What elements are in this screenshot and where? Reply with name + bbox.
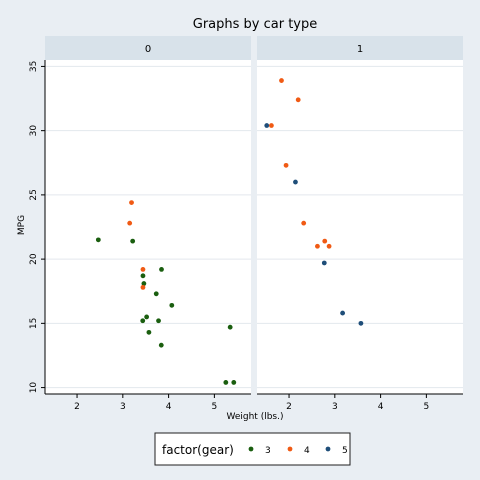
x-tick-label: 5 [424, 402, 430, 412]
legend-label-5: 5 [342, 446, 348, 456]
legend: factor(gear) 3 4 5 [155, 433, 350, 465]
x-tick-label: 2 [286, 402, 292, 412]
y-tick-label: 25 [29, 189, 39, 200]
chart-title: Graphs by car type [193, 17, 318, 32]
panel-strip-label: 0 [145, 44, 151, 55]
y-tick-label: 20 [29, 253, 39, 265]
data-point [269, 123, 274, 128]
y-tick-label: 15 [29, 318, 39, 329]
legend-title: factor(gear) [162, 443, 234, 457]
data-point [315, 244, 320, 249]
legend-marker-5 [326, 447, 331, 452]
x-tick-label: 3 [120, 402, 126, 412]
x-tick-label: 5 [212, 402, 218, 412]
data-point [130, 239, 135, 244]
data-point [141, 285, 146, 290]
x-tick-label: 3 [332, 402, 338, 412]
data-point [279, 78, 284, 83]
data-point [141, 273, 146, 278]
y-axis-label: MPG [17, 215, 27, 235]
x-tick-label: 4 [378, 402, 384, 412]
x-tick-label: 2 [74, 402, 80, 412]
data-point [228, 325, 233, 330]
data-point [293, 180, 298, 185]
data-point [359, 321, 364, 326]
panel-plot-area [257, 60, 463, 394]
data-point [264, 123, 269, 128]
legend-label-3: 3 [265, 446, 271, 456]
data-point [159, 267, 164, 272]
x-tick-label: 4 [166, 402, 172, 412]
legend-label-4: 4 [304, 446, 310, 456]
x-axis: 2 3 4 5 2 3 4 5 [45, 394, 463, 412]
data-point [156, 318, 161, 323]
data-point [301, 221, 306, 226]
data-point [169, 303, 174, 308]
panel-plot-area [45, 60, 251, 394]
x-axis-label: Weight (lbs.) [226, 412, 283, 422]
data-point [322, 239, 327, 244]
data-point [141, 267, 146, 272]
data-point [327, 244, 332, 249]
data-point [129, 200, 134, 205]
data-point [140, 318, 145, 323]
data-point [284, 163, 289, 168]
data-point [231, 380, 236, 385]
data-point [340, 311, 345, 316]
y-tick-label: 35 [29, 61, 39, 72]
data-point [159, 343, 164, 348]
data-point [147, 330, 152, 335]
legend-marker-3 [249, 447, 254, 452]
panel-1: 1 [257, 36, 463, 394]
data-point [144, 315, 149, 320]
data-point [322, 261, 327, 266]
data-point [127, 221, 132, 226]
panel-strip-label: 1 [357, 44, 363, 55]
y-tick-label: 30 [29, 125, 39, 137]
panel-0: 0 [45, 36, 251, 394]
y-tick-label: 10 [29, 382, 39, 394]
y-axis: 10 15 20 25 30 35 [29, 60, 45, 394]
data-point [296, 97, 301, 102]
legend-marker-4 [288, 447, 293, 452]
data-point [154, 291, 159, 296]
data-point [223, 380, 228, 385]
data-point [96, 237, 101, 242]
